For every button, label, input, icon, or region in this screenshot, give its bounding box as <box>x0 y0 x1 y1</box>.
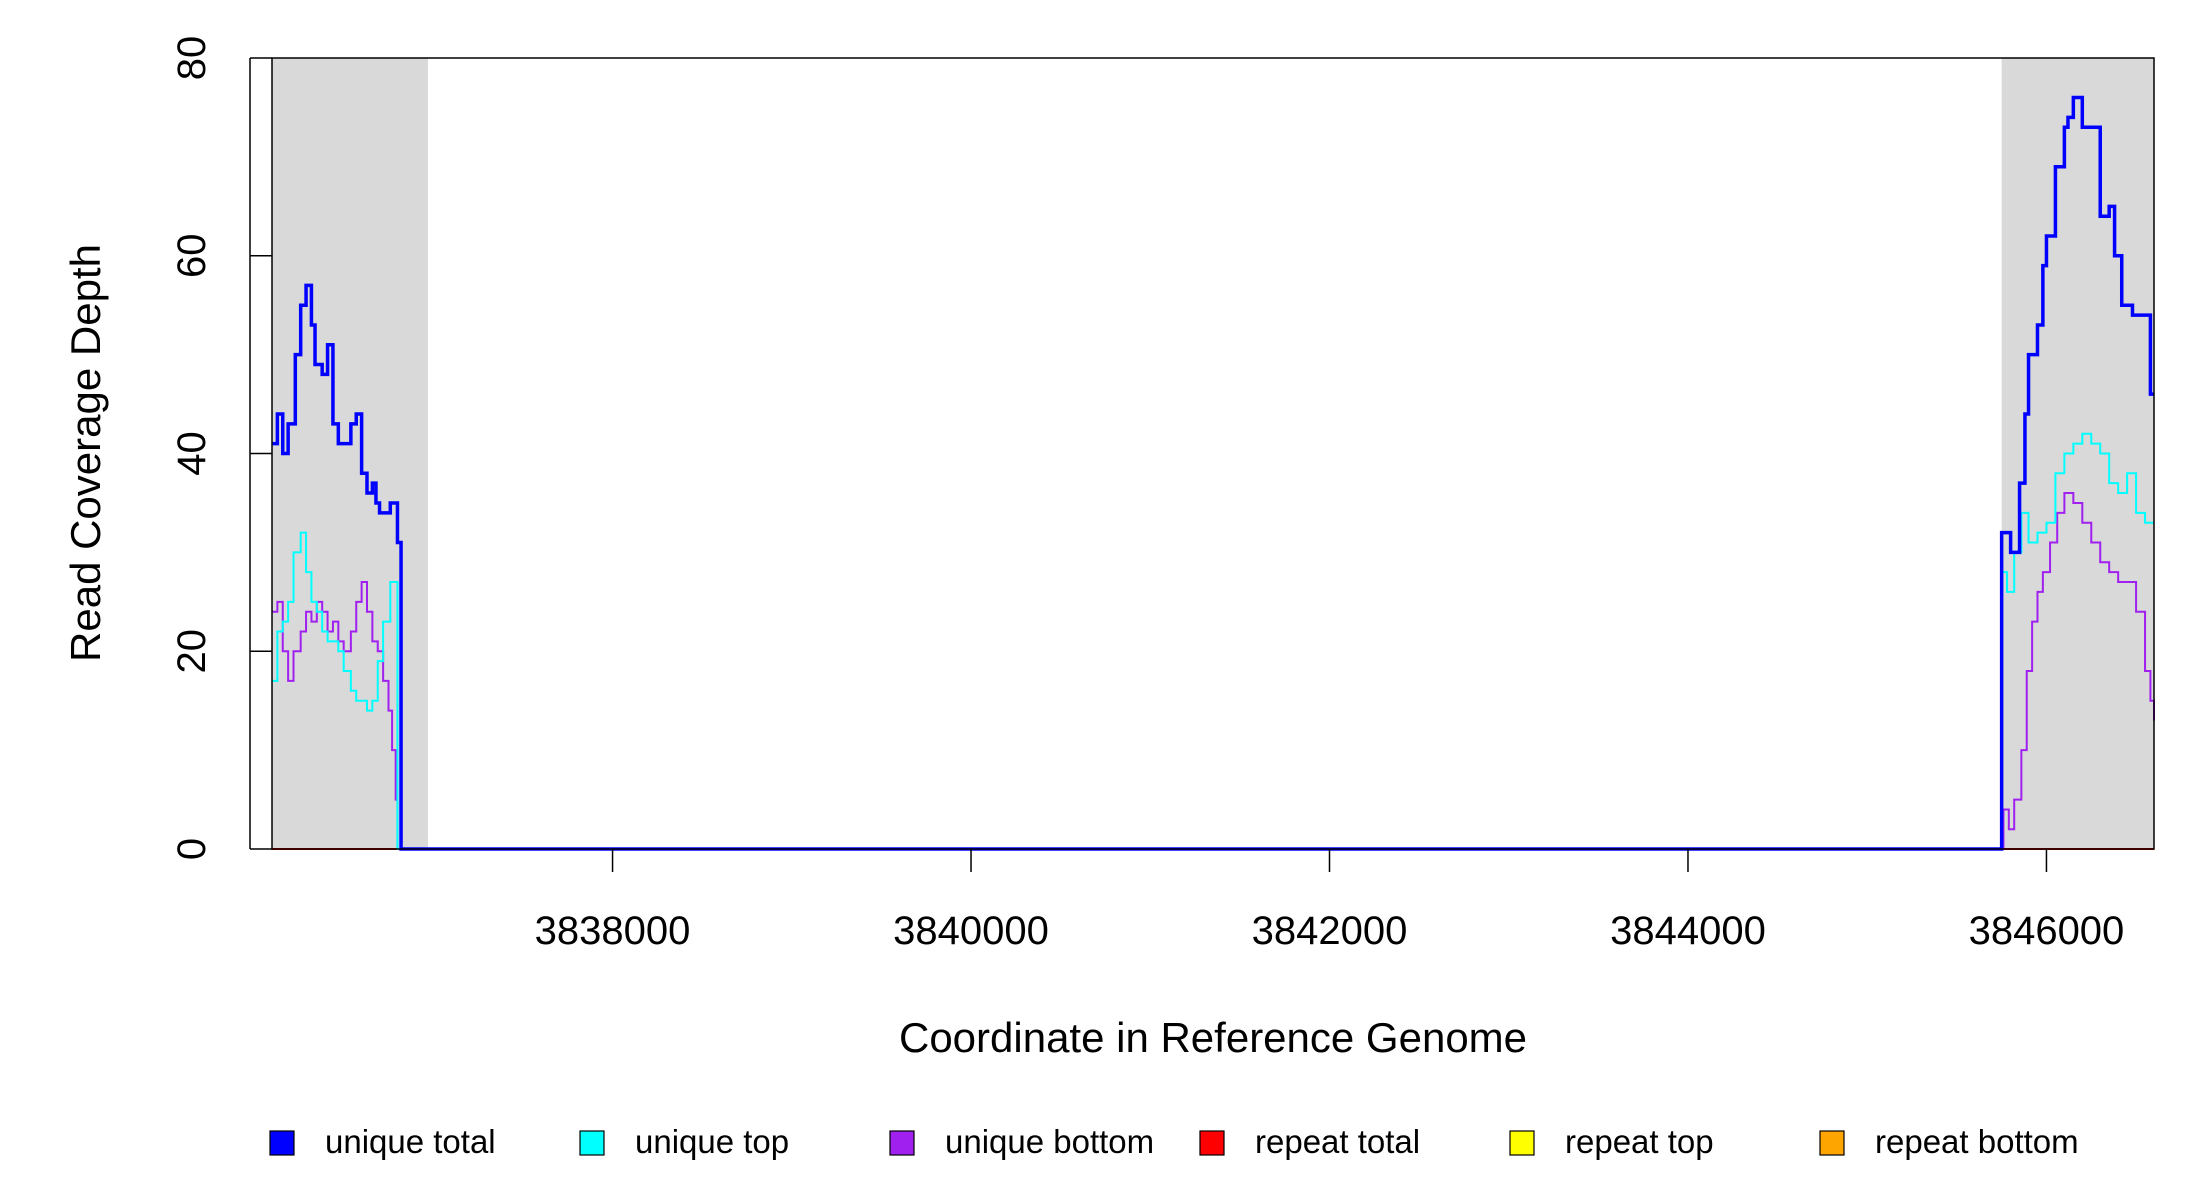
y-tick-label: 20 <box>170 629 214 674</box>
legend-label-unique-bottom: unique bottom <box>945 1123 1154 1160</box>
legend-label-repeat-bottom: repeat bottom <box>1875 1123 2079 1160</box>
series-unique-top <box>272 432 2154 850</box>
legend-swatch-unique-total <box>269 1130 295 1156</box>
x-axis-label: Coordinate in Reference Genome <box>899 1014 1527 1061</box>
series-lines <box>272 95 2155 851</box>
legend: unique total unique top unique bottom repea… <box>269 1123 2079 1160</box>
x-tick-label: 3840000 <box>893 909 1049 953</box>
y-tick-label: 60 <box>170 234 214 279</box>
legend-swatch-repeat-bottom <box>1819 1130 1845 1156</box>
shaded-regions <box>272 58 2154 849</box>
legend-swatch-unique-bottom <box>889 1130 915 1156</box>
legend-swatch-repeat-top <box>1509 1130 1535 1156</box>
x-tick-label: 3838000 <box>535 909 691 953</box>
x-tick-label: 3844000 <box>1610 909 1766 953</box>
legend-label-unique-top: unique top <box>635 1123 789 1160</box>
y-axis: 0 20 40 60 80 <box>170 36 272 860</box>
y-tick-label: 80 <box>170 36 214 81</box>
x-axis: 3838000 3840000 3842000 3844000 3846000 <box>535 849 2125 953</box>
legend-label-repeat-total: repeat total <box>1255 1123 1420 1160</box>
legend-label-unique-total: unique total <box>325 1123 496 1160</box>
legend-swatch-repeat-total <box>1199 1130 1225 1156</box>
series-unique-bottom <box>272 492 2155 850</box>
y-tick-label: 0 <box>170 838 214 860</box>
y-tick-label: 40 <box>170 431 214 476</box>
x-tick-label: 3842000 <box>1252 909 1408 953</box>
legend-swatch-unique-top <box>579 1130 605 1156</box>
x-tick-label: 3846000 <box>1969 909 2125 953</box>
y-axis-label: Read Coverage Depth <box>62 244 109 662</box>
shaded-region-1 <box>272 58 428 849</box>
legend-label-repeat-top: repeat top <box>1565 1123 1714 1160</box>
plot-frame <box>271 57 2155 850</box>
series-unique-total <box>272 95 2154 851</box>
